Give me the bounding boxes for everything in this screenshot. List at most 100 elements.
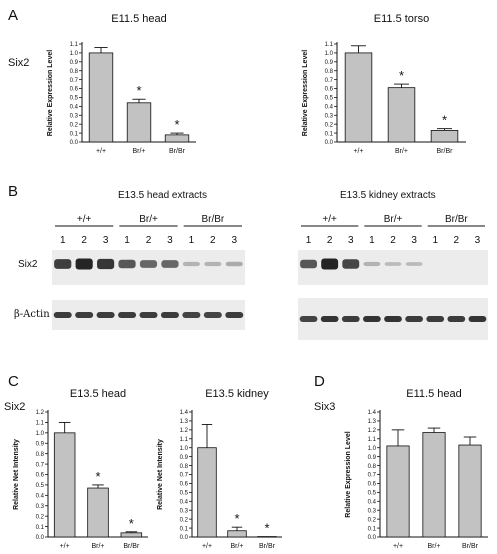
row-label-six2: Six2	[18, 259, 38, 270]
chart-c-head-xtick-label-1: Br/+	[91, 543, 104, 550]
blot-head-actin-band-4	[139, 312, 158, 318]
blot-head-actin-band-6	[182, 312, 201, 318]
chart-c-head-ytick-label: 0.3	[36, 504, 45, 510]
chart-d-head-ytick-label: 1.3	[368, 419, 377, 425]
chart-c-head-ytick-label: 0.0	[36, 535, 45, 541]
blot-kidney-actin-band-5	[405, 316, 423, 322]
chart-d-head-ytick-label: 1.4	[368, 410, 377, 416]
blot-kidney-lane-label: 3	[411, 235, 417, 246]
chart-c-kidney-significance-2: *	[264, 521, 269, 536]
chart-a-head-ytick-label: 1.1	[70, 42, 79, 48]
chart-a-torso-bar-2	[430, 130, 459, 143]
blot-head-actin-band-0	[53, 312, 72, 318]
chart-c-head-ytick-label: 0.7	[36, 462, 45, 468]
blot-head-actin-band-1	[75, 312, 94, 318]
chart-a-head-ytick-label: 0.4	[70, 105, 79, 111]
chart-a-torso-ytick-label: 0.7	[325, 78, 334, 84]
blot-kidney-actin-band-2	[341, 316, 360, 322]
blot-kidney-actin-band-0	[299, 316, 318, 322]
chart-d-head-ytick-label: 0.4	[368, 499, 377, 505]
chart-c-head-ylabel: Relative Net Intensity	[13, 439, 20, 510]
panel-letter-a: A	[8, 7, 18, 24]
chart-a-head-ytick-label: 0.8	[70, 69, 79, 75]
chart-c-head-ytick-label: 0.2	[36, 514, 45, 520]
blot-head-lane-label: 2	[210, 235, 216, 246]
chart-c-head-significance-2: *	[129, 516, 134, 531]
blot-kidney-six2-band-3	[363, 261, 381, 267]
chart-d-head: E11.5 head Relative Expression Level 0.0 0.…	[345, 388, 488, 550]
chart-d-head-xtick-label-1: Br/+	[427, 543, 440, 550]
blot-head-actin-band-7	[203, 312, 222, 318]
chart-c-kidney-ytick-label: 0.4	[180, 499, 189, 505]
chart-a-head-ytick-label: 0.0	[70, 140, 79, 146]
chart-a-head-ytick-label: 0.9	[70, 60, 79, 66]
chart-d-head-ytick-label: 1.0	[368, 446, 377, 452]
chart-c-kidney-ytick-label: 1.0	[180, 446, 189, 452]
chart-c-kidney-ytick-label: 0.0	[180, 535, 189, 541]
blot-head-actin-band-5	[160, 312, 179, 318]
blot-kidney-group-label-0: +/+	[322, 214, 337, 225]
chart-c-kidney-bar-2	[257, 536, 277, 538]
blot-head-lane-label: 2	[81, 235, 87, 246]
blot-kidney-six2-band-2	[342, 259, 360, 269]
chart-c-kidney-ytick-label: 0.7	[180, 473, 189, 479]
chart-c-kidney-xtick-label-0: +/+	[202, 543, 212, 550]
blot-kidney-lane-label: 1	[369, 235, 375, 246]
chart-c-head-xtick-label-0: +/+	[60, 543, 70, 550]
chart-c-head-bar-2	[120, 532, 143, 538]
chart-d-head-ytick-label: 0.5	[368, 491, 377, 497]
blot-kidney-lane-label: 2	[327, 235, 333, 246]
chart-a-head-ytick-label: 0.1	[70, 131, 79, 137]
blot-head-group-label-1: Br/+	[139, 214, 158, 225]
blot-head-lane-label: 1	[60, 235, 66, 246]
chart-d-head-title: E11.5 head	[406, 388, 461, 400]
chart-a-torso-ytick-label: 0.9	[325, 60, 334, 66]
chart-d-head-ytick-label: 0.6	[368, 482, 377, 488]
chart-c-kidney-title: E13.5 kidney	[205, 388, 269, 400]
blot-kidney-six2-band-0	[300, 259, 317, 269]
chart-a-torso-bar-0	[344, 52, 373, 143]
chart-d-head-ytick-label: 1.2	[368, 428, 377, 434]
chart-a-torso-title: E11.5 torso	[374, 13, 429, 25]
chart-c-kidney-xtick-label-2: Br/Br	[259, 543, 276, 550]
chart-a-head-bar-2	[164, 134, 190, 143]
chart-c-head-ytick-label: 1.2	[36, 410, 45, 416]
chart-a-head-ytick-label: 1.0	[70, 51, 79, 57]
panel-letter-d: D	[314, 373, 325, 390]
chart-c-head-ytick-label: 0.4	[36, 494, 45, 500]
blot-kidney: +/+ 1 2 3 Br/+ 1 2 3 Br/Br 1 2 3	[298, 214, 488, 340]
chart-c-kidney-significance-1: *	[234, 511, 239, 526]
blot-head-lane-label: 3	[231, 235, 237, 246]
chart-a-torso-significance-1: *	[399, 68, 404, 83]
chart-d-head-ytick-label: 0.8	[368, 464, 377, 470]
chart-c-kidney-ytick-label: 0.2	[180, 517, 189, 523]
chart-a-head-ytick-label: 0.7	[70, 78, 79, 84]
blot-kidney-actin-band-1	[320, 316, 339, 322]
chart-d-head-bar-2	[458, 444, 482, 538]
blot-kidney-actin-band-4	[384, 316, 402, 322]
chart-a-torso-ytick-label: 0.4	[325, 105, 334, 111]
blot-kidney-lane-label: 3	[348, 235, 354, 246]
blot-head-six2-band-8	[225, 261, 243, 267]
blot-head: +/+ 1 2 3 Br/+ 1 2 3 Br/Br 1 2 3	[52, 214, 245, 330]
chart-c-kidney-ylabel: Relative Net Intensity	[157, 439, 164, 510]
chart-d-head-ytick-label: 0.9	[368, 455, 377, 461]
chart-c-kidney-bar-1	[227, 530, 247, 538]
chart-d-head-bar-1	[422, 432, 446, 538]
blot-head-actin-band-2	[96, 312, 115, 318]
blot-kidney-six2-band-1	[321, 258, 339, 270]
panel-letter-b: B	[8, 183, 18, 200]
blot-head-lane-label: 3	[167, 235, 173, 246]
chart-c-head-title: E13.5 head	[70, 388, 126, 400]
blot-head-actin-band-8	[225, 312, 244, 318]
chart-c-kidney-ytick-label: 0.9	[180, 455, 189, 461]
chart-a-head-ytick-label: 0.3	[70, 113, 79, 119]
blot-head-six2-band-1	[75, 258, 93, 270]
chart-c-kidney-ytick-label: 1.2	[180, 428, 189, 434]
chart-a-head-xtick-label-0: +/+	[96, 148, 106, 155]
chart-c-head-ytick-label: 0.1	[36, 525, 45, 531]
panel-a-gene-label: Six2	[8, 57, 29, 69]
panel-c-gene-label: Six2	[4, 401, 25, 413]
chart-a-head-ytick-label: 0.5	[70, 96, 79, 102]
chart-a-torso-ytick-label: 0.5	[325, 96, 334, 102]
